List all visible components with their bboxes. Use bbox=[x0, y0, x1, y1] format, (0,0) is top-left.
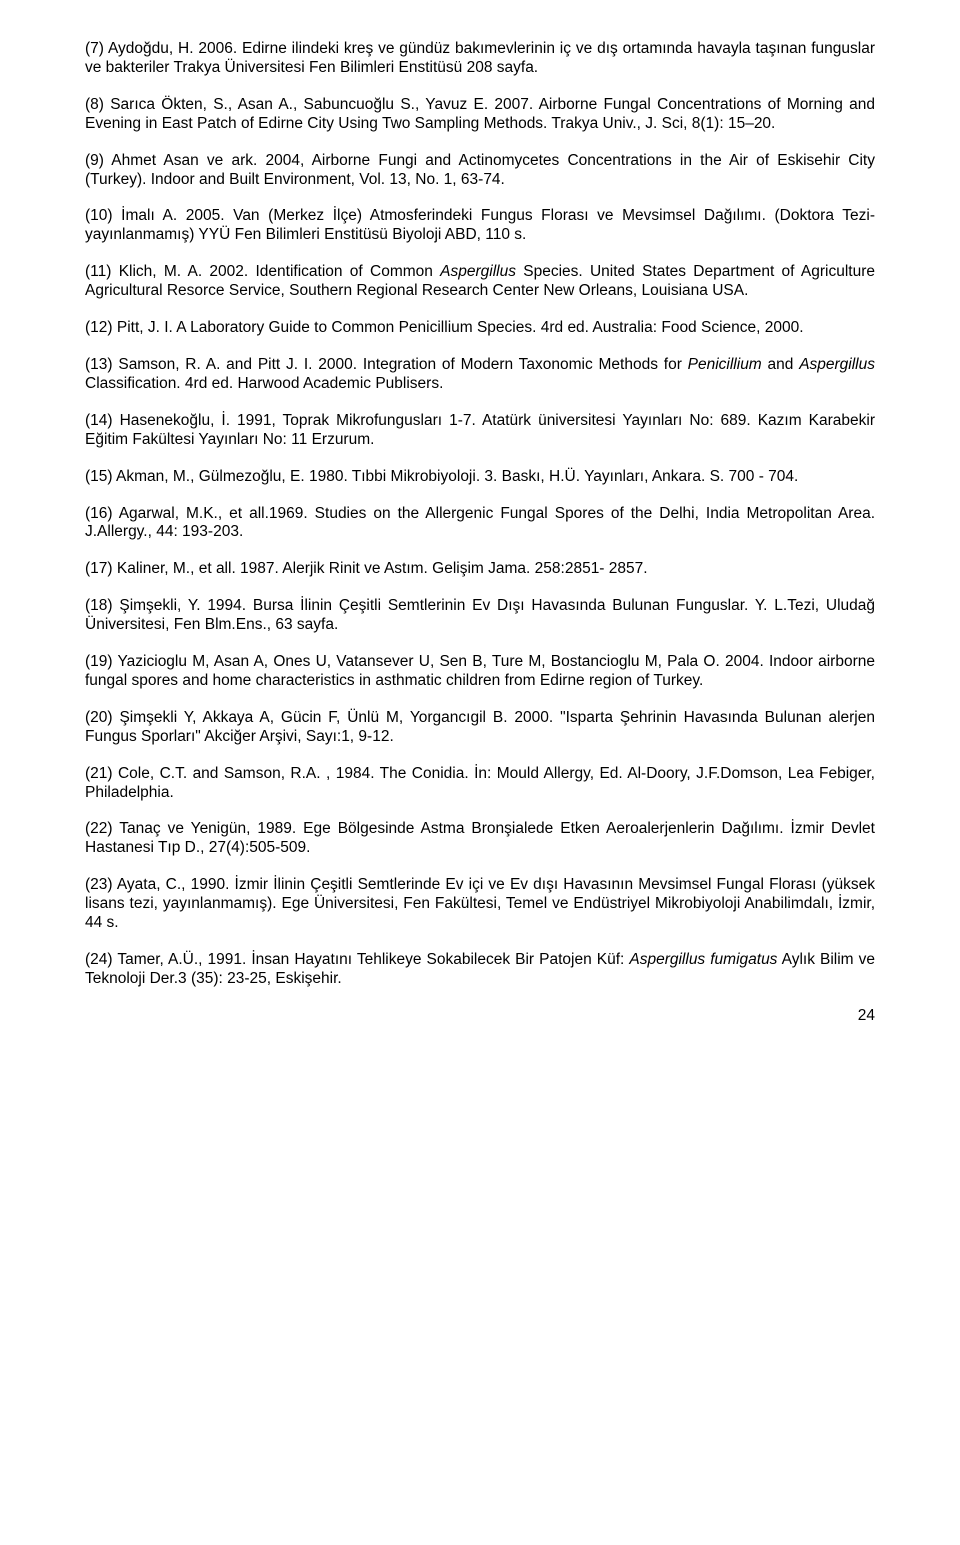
reference-item: (8) Sarıca Ökten, S., Asan A., Sabuncuoğ… bbox=[85, 96, 875, 134]
reference-item: (15) Akman, M., Gülmezoğlu, E. 1980. Tıb… bbox=[85, 468, 875, 487]
reference-item: (7) Aydoğdu, H. 2006. Edirne ilindeki kr… bbox=[85, 40, 875, 78]
reference-item: (13) Samson, R. A. and Pitt J. I. 2000. … bbox=[85, 356, 875, 394]
reference-item: (14) Hasenekoğlu, İ. 1991, Toprak Mikrof… bbox=[85, 412, 875, 450]
italic-text: Aspergillus bbox=[440, 263, 516, 280]
italic-text: Penicillium bbox=[688, 356, 762, 373]
document-page: (7) Aydoğdu, H. 2006. Edirne ilindeki kr… bbox=[0, 0, 960, 1055]
italic-text: Aspergillus fumigatus bbox=[629, 951, 777, 968]
reference-item: (21) Cole, C.T. and Samson, R.A. , 1984.… bbox=[85, 765, 875, 803]
reference-item: (18) Şimşekli, Y. 1994. Bursa İlinin Çeş… bbox=[85, 597, 875, 635]
reference-item: (22) Tanaç ve Yenigün, 1989. Ege Bölgesi… bbox=[85, 820, 875, 858]
reference-item: (16) Agarwal, M.K., et all.1969. Studies… bbox=[85, 505, 875, 543]
reference-item: (10) İmalı A. 2005. Van (Merkez İlçe) At… bbox=[85, 207, 875, 245]
italic-text: Aspergillus bbox=[799, 356, 875, 373]
reference-item: (24) Tamer, A.Ü., 1991. İnsan Hayatını T… bbox=[85, 951, 875, 989]
reference-item: (17) Kaliner, M., et all. 1987. Alerjik … bbox=[85, 560, 875, 579]
reference-item: (9) Ahmet Asan ve ark. 2004, Airborne Fu… bbox=[85, 152, 875, 190]
reference-item: (23) Ayata, C., 1990. İzmir İlinin Çeşit… bbox=[85, 876, 875, 933]
reference-item: (11) Klich, M. A. 2002. Identification o… bbox=[85, 263, 875, 301]
page-number: 24 bbox=[85, 1007, 875, 1025]
reference-item: (20) Şimşekli Y, Akkaya A, Gücin F, Ünlü… bbox=[85, 709, 875, 747]
references-list: (7) Aydoğdu, H. 2006. Edirne ilindeki kr… bbox=[85, 40, 875, 989]
reference-item: (12) Pitt, J. I. A Laboratory Guide to C… bbox=[85, 319, 875, 338]
reference-item: (19) Yazicioglu M, Asan A, Ones U, Vatan… bbox=[85, 653, 875, 691]
